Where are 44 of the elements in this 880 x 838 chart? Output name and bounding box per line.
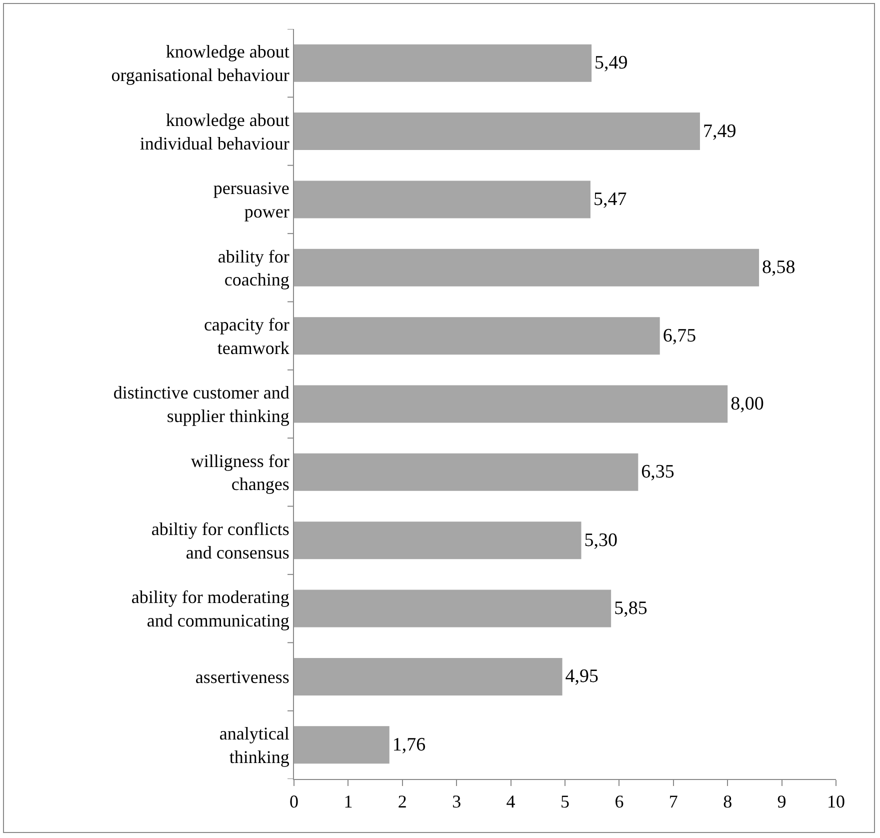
y-tick-label: capacity for teamwork xyxy=(204,314,290,358)
x-tick-label: 10 xyxy=(827,792,845,812)
data-label: 8,58 xyxy=(762,257,796,278)
bar xyxy=(294,590,612,628)
data-label: 6,75 xyxy=(662,325,696,346)
data-label: 4,95 xyxy=(565,666,599,688)
y-tick-label: persuasive power xyxy=(213,178,290,222)
x-tick-label: 8 xyxy=(723,792,732,812)
bar xyxy=(294,453,638,491)
y-tick-label: ability for moderating and communicating xyxy=(131,587,290,631)
x-tick-label: 3 xyxy=(452,792,462,812)
x-tick-label: 6 xyxy=(614,792,624,812)
x-tick-label: 0 xyxy=(290,792,298,812)
data-label: 5,85 xyxy=(614,598,648,620)
bar xyxy=(294,317,660,355)
y-tick-label: assertiveness xyxy=(195,667,290,688)
data-label: 5,49 xyxy=(594,52,628,74)
x-tick-label: 5 xyxy=(560,792,570,812)
bar xyxy=(294,248,760,286)
y-tick-label: willigness for changes xyxy=(190,450,290,494)
data-label: 5,47 xyxy=(593,188,627,210)
data-label: 8,00 xyxy=(730,394,764,414)
bar xyxy=(294,522,582,560)
y-tick-label: abiltiy for conflicts and consensus xyxy=(151,518,290,562)
y-tick-label: knowledge about organisational behaviour xyxy=(111,42,290,86)
x-tick-label: 4 xyxy=(506,792,516,812)
data-label: 7,49 xyxy=(702,120,736,142)
bar xyxy=(294,180,590,218)
bar xyxy=(294,726,390,764)
bar xyxy=(294,385,728,423)
x-tick-label: 9 xyxy=(777,792,786,812)
x-tick-label: 7 xyxy=(668,792,678,812)
x-tick-label: 2 xyxy=(398,792,407,812)
x-tick-label: 1 xyxy=(344,792,353,812)
bar xyxy=(294,658,562,696)
y-tick-label: analytical thinking xyxy=(219,724,290,767)
bar xyxy=(294,112,700,150)
data-label: 5,30 xyxy=(584,530,618,551)
y-tick-label: knowledge about individual behaviour xyxy=(140,110,290,154)
data-label: 6,35 xyxy=(641,462,674,483)
data-label: 1,76 xyxy=(392,734,426,756)
bar xyxy=(294,44,592,82)
y-tick-label: distinctive customer and supplier thinking xyxy=(113,382,290,426)
y-tick-label: ability for coaching xyxy=(218,246,290,290)
